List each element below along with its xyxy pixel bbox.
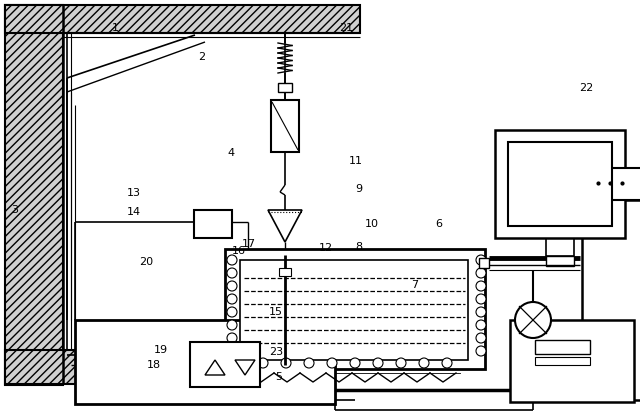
Circle shape — [281, 358, 291, 368]
Circle shape — [476, 281, 486, 291]
Text: 15: 15 — [269, 307, 283, 317]
Bar — [194, 210, 232, 238]
Circle shape — [442, 358, 452, 368]
Circle shape — [227, 294, 237, 304]
Circle shape — [476, 255, 486, 265]
Text: 17: 17 — [242, 239, 256, 249]
Circle shape — [476, 268, 486, 278]
Polygon shape — [268, 210, 302, 242]
Text: 14: 14 — [127, 207, 141, 217]
Circle shape — [476, 307, 486, 317]
Circle shape — [227, 333, 237, 343]
Bar — [190, 342, 260, 387]
Circle shape — [258, 358, 268, 368]
Bar — [278, 83, 292, 92]
Bar — [510, 320, 634, 402]
Circle shape — [227, 281, 237, 291]
Text: 20: 20 — [140, 257, 154, 267]
Text: 11: 11 — [349, 156, 363, 166]
Bar — [495, 130, 625, 238]
Text: 19: 19 — [154, 345, 168, 355]
Text: 3: 3 — [12, 204, 19, 215]
Bar — [582, 168, 640, 200]
Circle shape — [515, 302, 551, 338]
Bar — [5, 5, 63, 385]
Circle shape — [476, 346, 486, 356]
Bar — [225, 249, 485, 369]
Circle shape — [373, 358, 383, 368]
Bar — [5, 5, 360, 33]
Circle shape — [304, 358, 314, 368]
Circle shape — [350, 358, 360, 368]
Circle shape — [476, 333, 486, 343]
Circle shape — [227, 320, 237, 330]
Bar — [240, 260, 468, 360]
Bar — [508, 142, 612, 226]
Bar — [582, 200, 640, 400]
Text: 13: 13 — [127, 188, 141, 198]
Circle shape — [476, 294, 486, 304]
Bar — [75, 320, 335, 404]
Text: 23: 23 — [269, 347, 283, 357]
Bar — [546, 256, 574, 266]
Text: 4: 4 — [227, 148, 234, 158]
Text: 9: 9 — [355, 184, 362, 194]
Text: 2: 2 — [198, 52, 205, 62]
Circle shape — [396, 358, 406, 368]
Text: 10: 10 — [365, 219, 379, 229]
Text: 7: 7 — [412, 280, 419, 290]
Circle shape — [419, 358, 429, 368]
Text: 21: 21 — [339, 23, 353, 34]
Circle shape — [227, 255, 237, 265]
Text: 22: 22 — [579, 83, 593, 93]
Bar — [535, 340, 590, 354]
Bar — [535, 357, 590, 365]
Circle shape — [327, 358, 337, 368]
Text: 18: 18 — [147, 360, 161, 370]
Bar — [271, 100, 299, 152]
Circle shape — [235, 358, 245, 368]
Text: 8: 8 — [355, 242, 362, 252]
Text: 1: 1 — [112, 23, 119, 34]
Circle shape — [227, 346, 237, 356]
Bar — [479, 258, 489, 268]
Circle shape — [227, 268, 237, 278]
Text: 12: 12 — [319, 243, 333, 253]
Bar — [546, 238, 574, 256]
Text: 5: 5 — [275, 372, 282, 382]
Text: 16: 16 — [232, 246, 246, 256]
Bar — [279, 268, 291, 276]
Circle shape — [476, 320, 486, 330]
Text: 6: 6 — [435, 219, 442, 229]
Bar — [5, 350, 80, 384]
Circle shape — [227, 307, 237, 317]
